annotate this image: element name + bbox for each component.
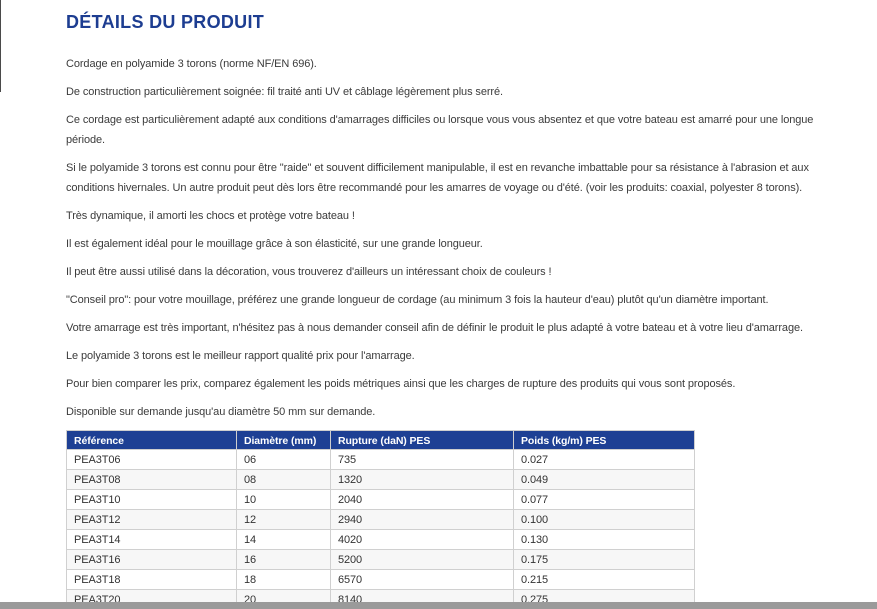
table-row: PEA3T16 16 5200 0.175 (66, 549, 695, 570)
horizontal-scrollbar[interactable] (0, 602, 877, 609)
table-cell-rupture: 735 (330, 449, 514, 470)
table-cell-diameter: 18 (236, 569, 331, 590)
table-cell-weight: 0.049 (513, 469, 695, 490)
table-cell-rupture: 2940 (330, 509, 514, 530)
table-row: PEA3T06 06 735 0.027 (66, 449, 695, 470)
table-cell-weight: 0.215 (513, 569, 695, 590)
description-paragraph: Il est également idéal pour le mouillage… (66, 238, 483, 250)
table-cell-weight: 0.027 (513, 449, 695, 470)
table-row: PEA3T08 08 1320 0.049 (66, 469, 695, 490)
table-cell-diameter: 06 (236, 449, 331, 470)
table-header-row: Référence Diamètre (mm) Rupture (daN) PE… (66, 430, 695, 450)
description-paragraph: Votre amarrage est très important, n'hés… (66, 322, 803, 334)
table-cell-reference: PEA3T14 (66, 529, 237, 550)
table-cell-reference: PEA3T06 (66, 449, 237, 470)
description-paragraph: Le polyamide 3 torons est le meilleur ra… (66, 350, 415, 362)
table-cell-rupture: 6570 (330, 569, 514, 590)
table-cell-rupture: 5200 (330, 549, 514, 570)
table-cell-weight: 0.077 (513, 489, 695, 510)
description-paragraph: Très dynamique, il amorti les chocs et p… (66, 210, 355, 222)
column-header-weight: Poids (kg/m) PES (513, 430, 695, 450)
description-paragraph: Pour bien comparer les prix, comparez ég… (66, 378, 736, 390)
table-cell-weight: 0.175 (513, 549, 695, 570)
product-details-section: DÉTAILS DU PRODUIT Cordage en polyamide … (66, 12, 828, 609)
description-paragraph: De construction particulièrement soignée… (66, 86, 503, 98)
description-paragraph: Disponible sur demande jusqu'au diamètre… (66, 406, 376, 418)
product-specs-table: Référence Diamètre (mm) Rupture (daN) PE… (66, 430, 695, 609)
description-paragraph: Cordage en polyamide 3 torons (norme NF/… (66, 58, 317, 70)
description-paragraph: Si le polyamide 3 torons est connu pour … (66, 162, 809, 194)
table-cell-reference: PEA3T10 (66, 489, 237, 510)
description-paragraph: "Conseil pro": pour votre mouillage, pré… (66, 294, 769, 306)
table-cell-reference: PEA3T18 (66, 569, 237, 590)
table-row: PEA3T14 14 4020 0.130 (66, 529, 695, 550)
table-cell-diameter: 08 (236, 469, 331, 490)
table-cell-diameter: 14 (236, 529, 331, 550)
table-row: PEA3T18 18 6570 0.215 (66, 569, 695, 590)
table-cell-reference: PEA3T16 (66, 549, 237, 570)
table-cell-diameter: 10 (236, 489, 331, 510)
column-header-reference: Référence (66, 430, 237, 450)
page-edge-line (0, 0, 1, 92)
table-cell-rupture: 4020 (330, 529, 514, 550)
table-cell-reference: PEA3T08 (66, 469, 237, 490)
table-cell-diameter: 16 (236, 549, 331, 570)
table-cell-rupture: 1320 (330, 469, 514, 490)
page-title: DÉTAILS DU PRODUIT (66, 12, 265, 32)
table-cell-reference: PEA3T12 (66, 509, 237, 530)
table-row: PEA3T12 12 2940 0.100 (66, 509, 695, 530)
table-cell-weight: 0.100 (513, 509, 695, 530)
product-description: Cordage en polyamide 3 torons (norme NF/… (66, 54, 828, 422)
description-paragraph: Il peut être aussi utilisé dans la décor… (66, 266, 552, 278)
table-cell-rupture: 2040 (330, 489, 514, 510)
table-row: PEA3T10 10 2040 0.077 (66, 489, 695, 510)
column-header-rupture: Rupture (daN) PES (330, 430, 514, 450)
table-cell-weight: 0.130 (513, 529, 695, 550)
description-paragraph: Ce cordage est particulièrement adapté a… (66, 114, 814, 146)
table-cell-diameter: 12 (236, 509, 331, 530)
column-header-diameter: Diamètre (mm) (236, 430, 331, 450)
